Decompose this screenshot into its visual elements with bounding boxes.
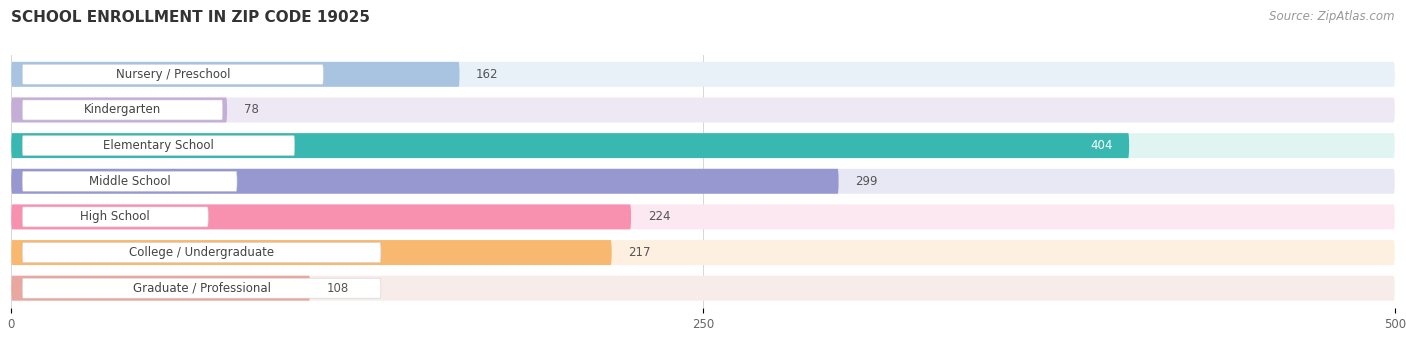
FancyBboxPatch shape — [11, 276, 311, 301]
FancyBboxPatch shape — [22, 100, 222, 120]
Text: Elementary School: Elementary School — [103, 139, 214, 152]
FancyBboxPatch shape — [11, 169, 1395, 194]
FancyBboxPatch shape — [11, 97, 1395, 122]
Text: College / Undergraduate: College / Undergraduate — [129, 246, 274, 259]
Text: Source: ZipAtlas.com: Source: ZipAtlas.com — [1270, 10, 1395, 23]
FancyBboxPatch shape — [11, 240, 612, 265]
Text: Kindergarten: Kindergarten — [84, 104, 162, 117]
Text: 78: 78 — [243, 104, 259, 117]
FancyBboxPatch shape — [22, 242, 381, 263]
FancyBboxPatch shape — [11, 133, 1395, 158]
Text: SCHOOL ENROLLMENT IN ZIP CODE 19025: SCHOOL ENROLLMENT IN ZIP CODE 19025 — [11, 10, 370, 25]
FancyBboxPatch shape — [22, 136, 295, 156]
Text: 224: 224 — [648, 210, 671, 223]
Text: 299: 299 — [855, 175, 877, 188]
FancyBboxPatch shape — [22, 278, 381, 298]
FancyBboxPatch shape — [22, 64, 323, 84]
FancyBboxPatch shape — [22, 171, 238, 191]
FancyBboxPatch shape — [22, 207, 208, 227]
FancyBboxPatch shape — [11, 276, 1395, 301]
FancyBboxPatch shape — [11, 205, 631, 229]
Text: Nursery / Preschool: Nursery / Preschool — [115, 68, 231, 81]
Text: 404: 404 — [1090, 139, 1112, 152]
FancyBboxPatch shape — [11, 97, 228, 122]
FancyBboxPatch shape — [11, 240, 1395, 265]
Text: Middle School: Middle School — [89, 175, 170, 188]
Text: 162: 162 — [477, 68, 499, 81]
FancyBboxPatch shape — [11, 169, 838, 194]
Text: High School: High School — [80, 210, 150, 223]
Text: 217: 217 — [628, 246, 651, 259]
Text: 108: 108 — [326, 282, 349, 295]
FancyBboxPatch shape — [11, 205, 1395, 229]
FancyBboxPatch shape — [11, 133, 1129, 158]
FancyBboxPatch shape — [11, 62, 460, 87]
Text: Graduate / Professional: Graduate / Professional — [132, 282, 270, 295]
FancyBboxPatch shape — [11, 62, 1395, 87]
